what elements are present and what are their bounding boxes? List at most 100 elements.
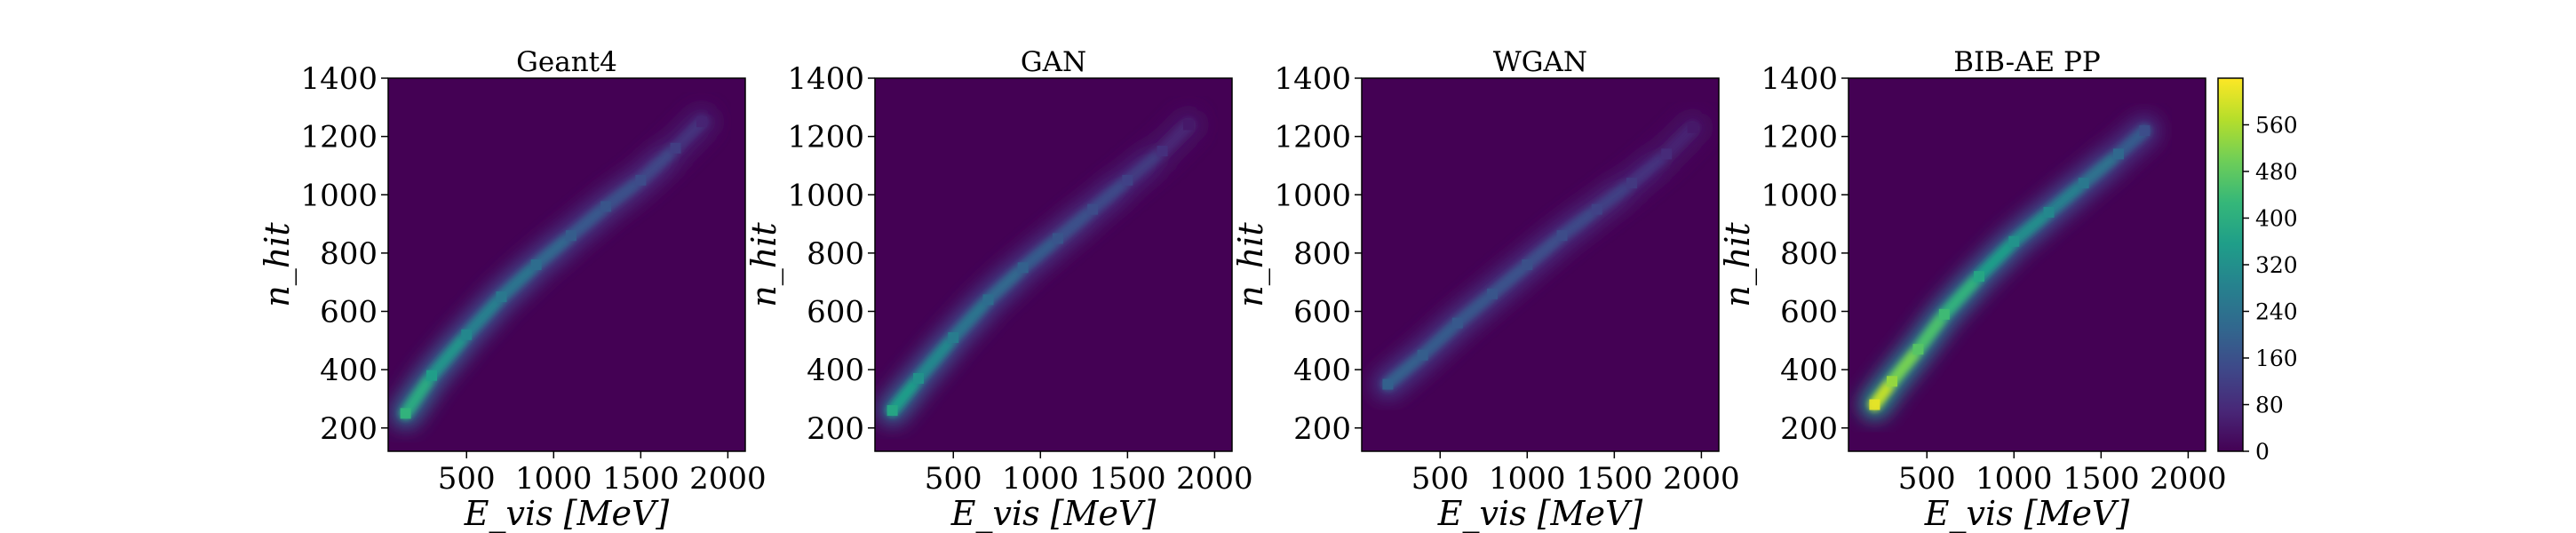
heatmap-ridge <box>982 261 1030 306</box>
heatmap-ridge <box>1051 203 1100 245</box>
heatmap-ridge <box>425 328 473 382</box>
y-tick-label: 1400 <box>1761 61 1838 97</box>
y-tick-label: 800 <box>1293 236 1351 272</box>
panel-title: Geant4 <box>516 46 617 78</box>
heatmap-ridge <box>529 229 577 271</box>
heatmap-bin <box>2043 206 2055 218</box>
heatmap <box>1859 115 2160 420</box>
panel-3: WGAN 500 1000 1500 2000 200 400 600 800 1000 1200 1… <box>1231 46 1740 533</box>
panel-1: Geant4 500 1000 1500 2000 200 400 600 800 1000 120… <box>258 46 767 533</box>
heatmap-ridge <box>460 290 508 341</box>
heatmap-ridge <box>1590 177 1638 216</box>
y-tick-label: 400 <box>807 353 864 388</box>
heatmap-ridge <box>564 200 613 243</box>
heatmap-bin <box>426 370 438 381</box>
heatmap-bin <box>886 405 898 417</box>
x-axis-label: E_vis [MeV] <box>1924 494 2130 533</box>
heatmap-bin <box>2078 178 2089 189</box>
y-axis-label: n_hit <box>1718 222 1758 307</box>
heatmap-ridge <box>1937 270 1986 321</box>
heatmap-ridge <box>1912 307 1951 356</box>
x-tick-label: 1500 <box>1576 461 1653 497</box>
panel-title: BIB-AE PP <box>1953 46 2100 78</box>
heatmap-bin <box>2008 235 2020 247</box>
heatmap-bin <box>1087 203 1099 215</box>
heatmap-bin <box>1122 174 1133 186</box>
heatmap-bin <box>913 372 925 384</box>
heatmap <box>390 107 717 429</box>
y-tick-label: 1400 <box>300 61 378 97</box>
heatmap-ridge <box>1121 145 1169 187</box>
y-tick-label: 1000 <box>300 178 378 213</box>
heatmap-ridge <box>1555 203 1603 243</box>
panel-title: WGAN <box>1493 46 1587 78</box>
heatmap-ridge <box>1886 343 1925 388</box>
heatmap-bin <box>948 332 959 344</box>
colorbar-tick-label: 240 <box>2255 299 2298 325</box>
heatmap-core <box>1381 121 1699 391</box>
heatmap-bin <box>1591 203 1602 215</box>
heatmap-bin <box>496 291 507 303</box>
plot-frame <box>387 77 746 452</box>
heatmap-bin <box>1382 378 1394 390</box>
heatmap-ridge <box>399 369 439 420</box>
y-tick-label: 600 <box>807 295 864 330</box>
y-tick-label: 400 <box>320 353 378 388</box>
heatmap-bin <box>1522 259 1533 270</box>
heatmap-ridge <box>1973 235 2021 283</box>
heatmap-bin <box>696 116 707 128</box>
y-tick-label: 400 <box>1293 353 1351 388</box>
heatmap-bin <box>2139 125 2151 137</box>
colorbar-bar <box>2217 77 2244 452</box>
heatmap-bin <box>1417 349 1428 361</box>
heatmap-bin <box>530 259 542 270</box>
y-tick-label: 800 <box>1780 236 1838 272</box>
heatmap-bin <box>1687 122 1698 133</box>
y-tick-label: 1000 <box>1274 178 1351 213</box>
y-tick-label: 600 <box>320 295 378 330</box>
heatmap-bin <box>461 329 473 340</box>
heatmap-bin <box>1626 178 1637 189</box>
x-tick-label: 1000 <box>1002 461 1079 497</box>
heatmap-ridge <box>1451 287 1499 330</box>
y-tick-label: 1000 <box>787 178 864 213</box>
x-axis-label: E_vis [MeV] <box>464 494 670 533</box>
heatmap-bin <box>2112 148 2124 160</box>
heatmap-ridge <box>1486 259 1534 300</box>
plot-frame <box>874 77 1233 452</box>
colorbar-tick-label: 560 <box>2255 113 2298 139</box>
heatmap-bin <box>600 201 612 212</box>
x-tick-label: 1500 <box>2063 461 2140 497</box>
panels: Geant4 500 1000 1500 2000 200 400 600 800 1000 120… <box>258 46 2227 533</box>
y-tick-label: 1400 <box>1274 61 1351 97</box>
colorbar-tick-label: 0 <box>2255 439 2270 465</box>
y-tick-label: 1200 <box>787 120 864 155</box>
colorbar: 0 80 160 240 320 400 480 560 <box>2217 77 2298 465</box>
x-tick-label: 2000 <box>1663 461 1740 497</box>
plot-frame <box>1848 77 2206 452</box>
x-tick-label: 500 <box>438 461 496 497</box>
heatmap-bin <box>1912 344 1924 355</box>
panel-4: BIB-AE PP 500 1000 1500 2000 200 400 600 800 1000… <box>1718 46 2227 533</box>
x-tick-label: 2000 <box>1176 461 1253 497</box>
x-tick-label: 2000 <box>2150 461 2227 497</box>
heatmap-bin <box>635 174 647 186</box>
heatmap-ridge <box>1521 229 1569 271</box>
y-tick-label: 200 <box>807 411 864 447</box>
heatmap-ridge <box>886 371 926 418</box>
heatmap-ridge <box>1016 232 1064 274</box>
heatmap-bin <box>1487 288 1499 299</box>
y-tick-label: 1000 <box>1761 178 1838 213</box>
heatmap-ridge <box>2077 147 2125 190</box>
y-tick-label: 400 <box>1780 353 1838 388</box>
heatmap-bin <box>1661 148 1673 160</box>
y-tick-label: 200 <box>1780 411 1838 447</box>
heatmap-ridge <box>2008 205 2055 248</box>
y-axis-label: n_hit <box>258 222 298 307</box>
colorbar-tick-label: 320 <box>2255 252 2298 278</box>
heatmap-bin <box>670 142 681 154</box>
x-axis-label: E_vis [MeV] <box>1437 494 1643 533</box>
y-tick-label: 800 <box>320 236 378 272</box>
y-axis-label: n_hit <box>744 222 784 307</box>
y-tick-label: 800 <box>807 236 864 272</box>
